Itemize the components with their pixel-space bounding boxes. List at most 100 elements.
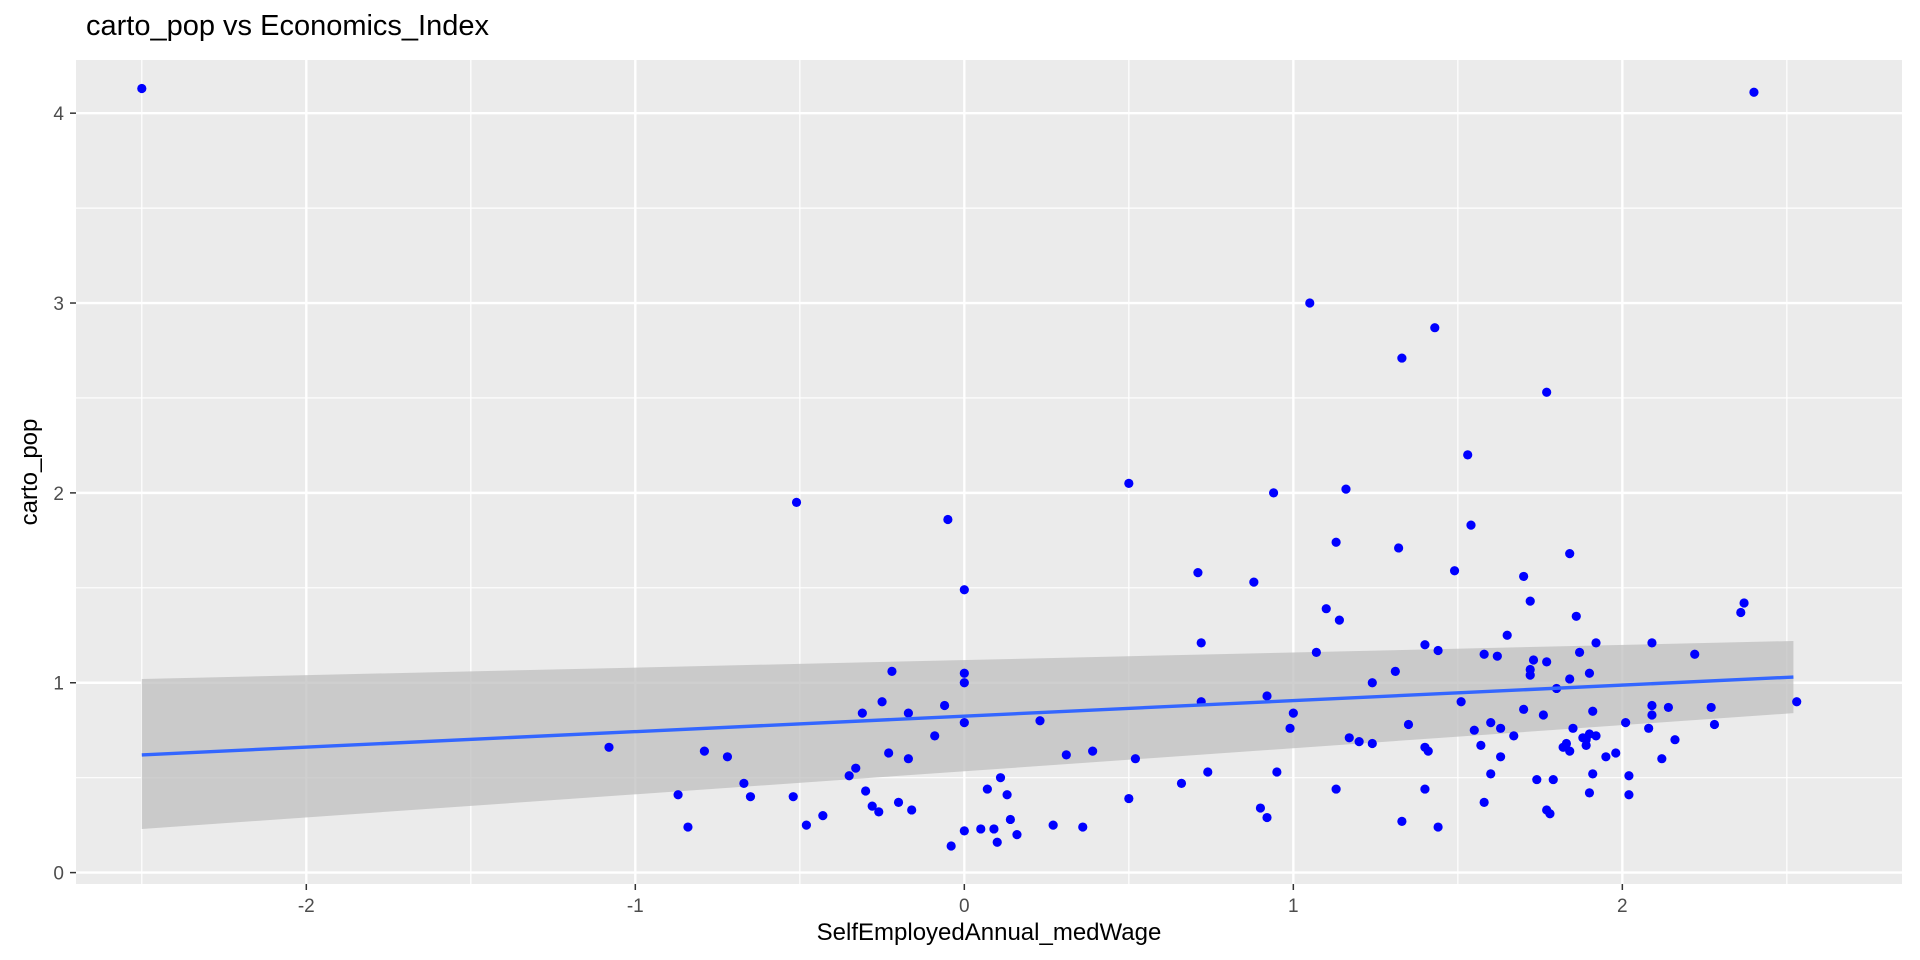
- data-point: [1176, 778, 1187, 788]
- data-point: [893, 797, 904, 807]
- y-axis-title: carto_pop: [16, 419, 43, 526]
- data-point: [1397, 353, 1407, 363]
- y-tick-label: 1: [53, 674, 64, 695]
- data-point: [1449, 566, 1460, 576]
- data-point: [1344, 733, 1354, 743]
- data-point: [1525, 596, 1535, 606]
- data-point: [1423, 746, 1433, 756]
- data-point: [1581, 740, 1591, 751]
- data-point: [1611, 748, 1621, 758]
- data-point: [1709, 719, 1720, 730]
- data-point: [884, 748, 894, 758]
- data-point: [1088, 746, 1098, 756]
- data-point: [1736, 607, 1746, 618]
- data-point: [959, 668, 969, 678]
- confidence-band: [141, 640, 1794, 829]
- data-point: [1571, 611, 1581, 621]
- data-point: [1601, 752, 1611, 762]
- data-point: [818, 811, 828, 821]
- data-points: [137, 83, 1802, 851]
- data-point: [959, 718, 969, 728]
- data-point: [1486, 769, 1496, 779]
- chart-title: carto_pop vs Economics_Index: [86, 10, 489, 42]
- data-point: [995, 773, 1006, 783]
- data-point: [1792, 697, 1802, 707]
- data-point: [1749, 87, 1759, 97]
- data-point: [699, 746, 710, 756]
- data-point: [673, 790, 683, 800]
- data-point: [1334, 615, 1344, 625]
- data-point: [1624, 771, 1634, 781]
- data-point: [1262, 812, 1272, 823]
- data-point: [930, 731, 940, 741]
- data-point: [1644, 723, 1654, 733]
- data-point: [903, 708, 913, 718]
- data-point: [739, 778, 749, 788]
- regression-line: [141, 675, 1794, 757]
- data-point: [1403, 719, 1414, 730]
- data-point: [1519, 571, 1529, 582]
- data-point: [1061, 750, 1071, 760]
- data-point: [982, 784, 992, 794]
- data-point: [1002, 790, 1012, 800]
- data-point: [976, 824, 986, 834]
- data-point: [1311, 647, 1321, 657]
- data-point: [722, 752, 733, 762]
- data-point: [1367, 678, 1377, 688]
- data-point: [1739, 598, 1749, 608]
- x-tick-label: 1: [1288, 896, 1299, 917]
- data-point: [867, 801, 877, 811]
- data-point: [1321, 604, 1331, 614]
- data-point: [1525, 670, 1535, 680]
- x-tick-label: -2: [298, 896, 315, 917]
- data-point: [1048, 820, 1058, 830]
- data-point: [1588, 769, 1598, 779]
- x-tick-label: 2: [1617, 896, 1628, 917]
- data-point: [1479, 797, 1489, 807]
- data-point: [1486, 718, 1496, 728]
- data-point: [604, 742, 614, 752]
- x-tick-label: -1: [627, 896, 644, 917]
- data-point: [959, 678, 969, 688]
- data-point: [1390, 666, 1400, 676]
- data-point: [1288, 708, 1298, 718]
- data-point: [137, 83, 147, 94]
- x-axis-title: SelfEmployedAnnual_medWage: [817, 919, 1162, 946]
- confidence-band-area: [141, 640, 1794, 829]
- trend-line: [141, 675, 1794, 757]
- data-point: [943, 514, 953, 525]
- data-point: [887, 666, 897, 676]
- data-point: [1690, 649, 1700, 659]
- data-point: [1538, 710, 1548, 720]
- data-point: [1268, 488, 1279, 498]
- data-point: [1331, 537, 1341, 547]
- data-point: [844, 771, 854, 781]
- data-point: [939, 700, 950, 711]
- data-point: [1124, 793, 1134, 804]
- data-point: [1621, 718, 1631, 728]
- data-point: [903, 754, 913, 764]
- data-point: [1285, 723, 1295, 733]
- data-point: [989, 824, 999, 834]
- data-point: [1433, 645, 1443, 656]
- data-point: [1670, 735, 1680, 745]
- data-point: [1397, 816, 1407, 826]
- data-point: [959, 585, 969, 595]
- data-point: [1255, 803, 1266, 813]
- data-point: [801, 820, 812, 830]
- data-point: [1519, 704, 1529, 714]
- data-point: [1591, 638, 1601, 648]
- data-point: [1341, 484, 1351, 494]
- data-point: [1035, 716, 1045, 726]
- data-point: [1420, 640, 1430, 650]
- data-point: [1548, 774, 1558, 785]
- data-point: [1647, 710, 1657, 720]
- data-point: [1354, 737, 1364, 747]
- data-point: [861, 786, 871, 796]
- data-point: [1542, 657, 1552, 667]
- data-point: [791, 497, 802, 507]
- data-point: [992, 837, 1002, 847]
- data-point: [1624, 790, 1634, 800]
- data-point: [1706, 702, 1716, 713]
